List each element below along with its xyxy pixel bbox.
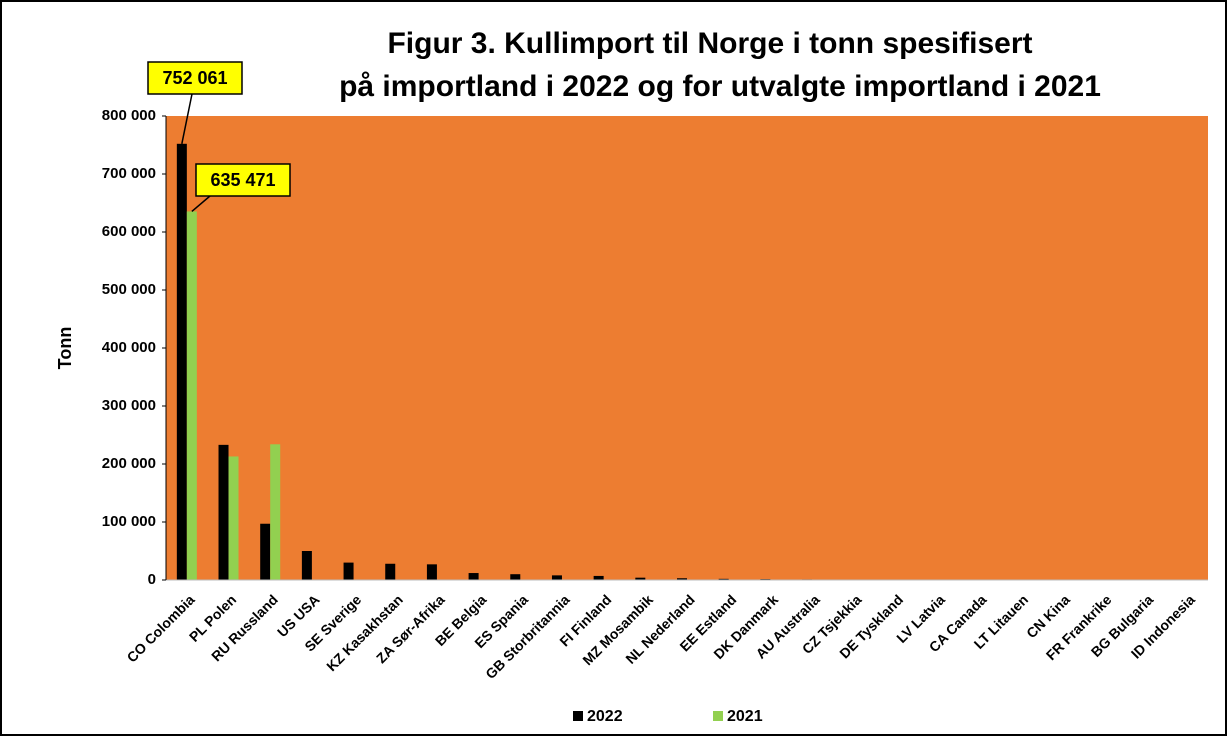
bar xyxy=(187,211,197,580)
bar xyxy=(260,524,270,580)
y-tick-label: 300 000 xyxy=(102,397,156,414)
bar xyxy=(385,564,395,580)
y-tick-label: 800 000 xyxy=(102,107,156,124)
y-tick-label: 200 000 xyxy=(102,455,156,472)
bar xyxy=(177,144,187,580)
legend-swatch xyxy=(713,711,723,721)
bar xyxy=(469,573,479,580)
chart-title: Figur 3. Kullimport til Norge i tonn spe… xyxy=(387,27,1032,60)
bar xyxy=(510,574,520,580)
y-tick-label: 100 000 xyxy=(102,513,156,530)
data-label: 635 471 xyxy=(210,170,275,190)
bar xyxy=(302,551,312,580)
y-axis-label: Tonn xyxy=(55,327,75,370)
legend-swatch xyxy=(573,711,583,721)
y-tick-label: 600 000 xyxy=(102,223,156,240)
bar xyxy=(344,563,354,580)
bar xyxy=(552,575,562,580)
y-tick-label: 700 000 xyxy=(102,165,156,182)
legend-label: 2021 xyxy=(727,708,763,725)
bar xyxy=(270,444,280,580)
plot-area xyxy=(166,116,1208,580)
bar xyxy=(219,445,229,580)
bar xyxy=(594,576,604,580)
bar xyxy=(427,564,437,580)
y-tick-label: 500 000 xyxy=(102,281,156,298)
data-label: 752 061 xyxy=(162,68,227,88)
bar xyxy=(229,456,239,580)
y-tick-label: 0 xyxy=(148,571,156,588)
chart-subtitle: på importland i 2022 og for utvalgte imp… xyxy=(339,70,1101,103)
y-tick-label: 400 000 xyxy=(102,339,156,356)
legend-label: 2022 xyxy=(587,708,623,725)
